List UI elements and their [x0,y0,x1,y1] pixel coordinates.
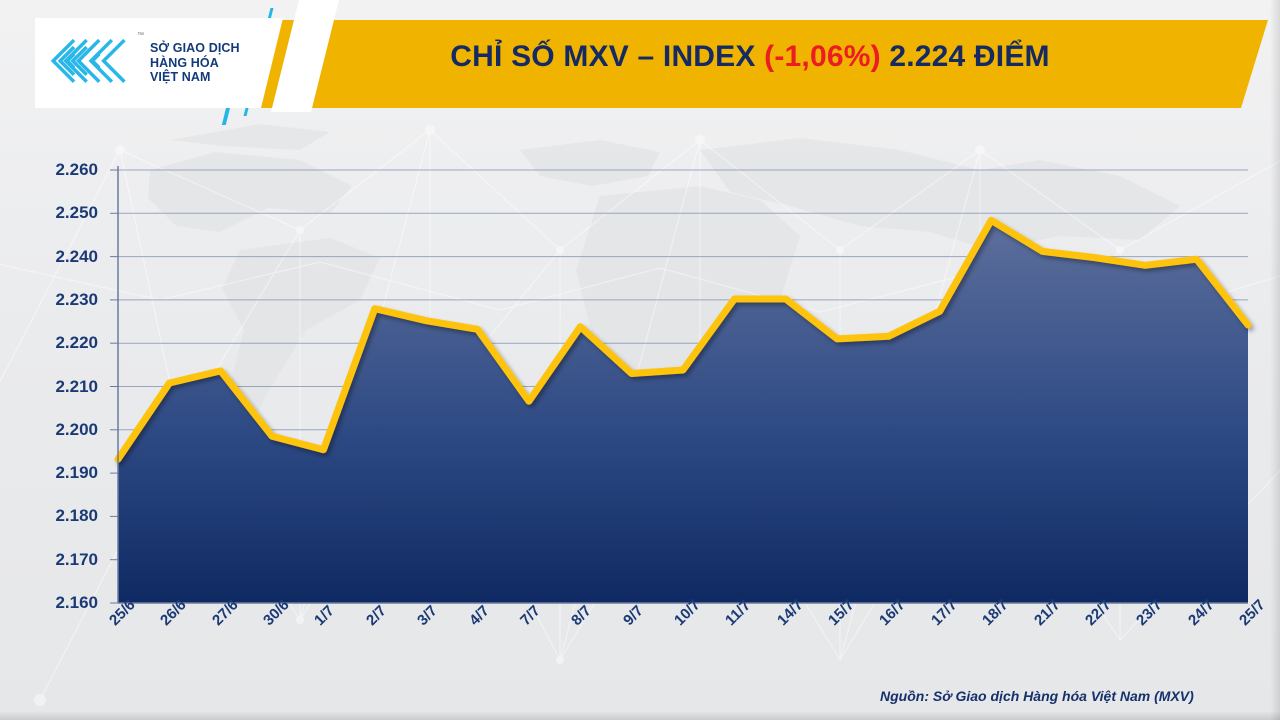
logo-card: ™ SỞ GIAO DỊCH HÀNG HÓA VIỆT NAM [35,18,283,108]
change-percent-badge: (-1,06%) [764,40,881,73]
trademark-symbol: ™ [137,32,144,39]
y-axis-tick-label: 2.160 [55,593,98,612]
value-line [114,216,1252,463]
title-main-text: CHỈ SỐ MXV – INDEX [450,40,765,73]
logo-line-1: SỞ GIAO DỊCH [150,41,240,56]
right-edge-shadow [1270,0,1280,720]
y-axis-tick-label: 2.210 [55,376,98,396]
y-axis-tick-label: 2.200 [55,419,98,439]
area-fill [118,220,1248,603]
source-note: Nguồn: Sở Giao dịch Hàng hóa Việt Nam (M… [880,688,1194,704]
header: ™ SỞ GIAO DỊCH HÀNG HÓA VIỆT NAM CHỈ SỐ … [0,0,1280,128]
mxv-index-area-chart [110,166,1252,604]
y-axis-tick-label: 2.260 [55,160,98,179]
y-axis-tick-label: 2.220 [55,333,98,353]
chart-area: 2.260 2.250 2.240 2.230 2.220 2.210 2.200 2.190… [0,128,1280,688]
title-points-text: 2.224 ĐIỂM [880,40,1050,73]
y-axis-tick-label: 2.250 [55,203,98,223]
logo-line-2: HÀNG HÓA [150,55,219,70]
page-title: CHỈ SỐ MXV – INDEX (-1,06%) 2.224 ĐIỂM [370,40,1130,74]
y-axis-tick-label: 2.180 [55,506,98,526]
y-axis-tick-label: 2.230 [55,289,98,309]
bottom-edge-shadow [0,711,1280,720]
y-axis-tick-label: 2.190 [55,463,98,483]
logo-wordmark: SỞ GIAO DỊCH HÀNG HÓA VIỆT NAM [150,41,240,85]
y-axis-tick-label: 2.170 [55,549,98,569]
y-axis-tick-label: 2.240 [55,246,98,266]
logo-line-3: VIỆT NAM [150,70,211,85]
mxv-maze-logo-icon [50,38,126,83]
